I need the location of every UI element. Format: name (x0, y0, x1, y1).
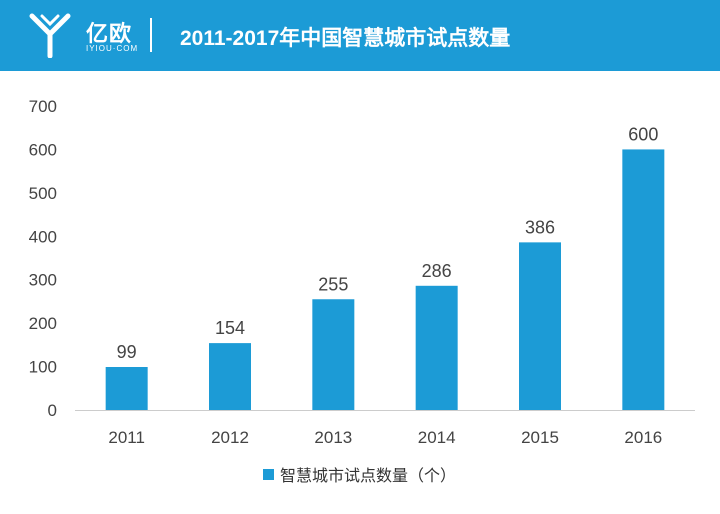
y-tick-label: 400 (29, 227, 57, 246)
y-tick-label: 700 (29, 97, 57, 116)
y-tick-label: 600 (29, 140, 57, 159)
bar (312, 299, 355, 410)
legend-swatch (263, 468, 274, 480)
logo-subtext: IYIOU·COM (86, 44, 139, 53)
x-tick-label: 2015 (521, 428, 559, 447)
bar-chart: 0 100 200 300 400 500 600 700 99 2011 154 2012 255 20… (29, 97, 695, 447)
logo-text: 亿欧 (86, 21, 133, 46)
data-label: 386 (525, 217, 555, 237)
legend-label: 智慧城市试点数量（个） (280, 468, 457, 485)
chart-legend: 智慧城市试点数量（个） (263, 464, 457, 485)
x-tick-label: 2011 (108, 428, 145, 447)
y-tick-label: 500 (29, 184, 57, 203)
logo-icon (29, 13, 71, 59)
x-tick-label: 2014 (418, 428, 456, 447)
bar (622, 149, 665, 410)
data-label: 154 (215, 318, 245, 338)
x-tick-label: 2016 (624, 428, 662, 447)
x-tick-label: 2013 (314, 428, 352, 447)
bar (105, 367, 148, 410)
y-tick-label: 100 (29, 358, 57, 377)
logo: 亿欧 IYIOU·COM (28, 12, 139, 59)
x-tick-label: 2012 (211, 428, 249, 447)
bar (209, 343, 251, 410)
header-divider (150, 18, 152, 52)
data-label: 99 (117, 342, 137, 362)
data-label: 600 (628, 124, 658, 144)
header-banner: 亿欧 IYIOU·COM 2011-2017年中国智慧城市试点数量 (0, 0, 720, 71)
page-title: 2011-2017年中国智慧城市试点数量 (180, 27, 511, 50)
y-tick-label: 200 (29, 314, 57, 333)
data-label: 286 (422, 261, 452, 281)
data-label: 255 (318, 274, 348, 294)
y-tick-label: 300 (29, 271, 57, 290)
y-tick-label: 0 (48, 401, 57, 420)
bar (519, 242, 561, 410)
bar (415, 285, 458, 410)
